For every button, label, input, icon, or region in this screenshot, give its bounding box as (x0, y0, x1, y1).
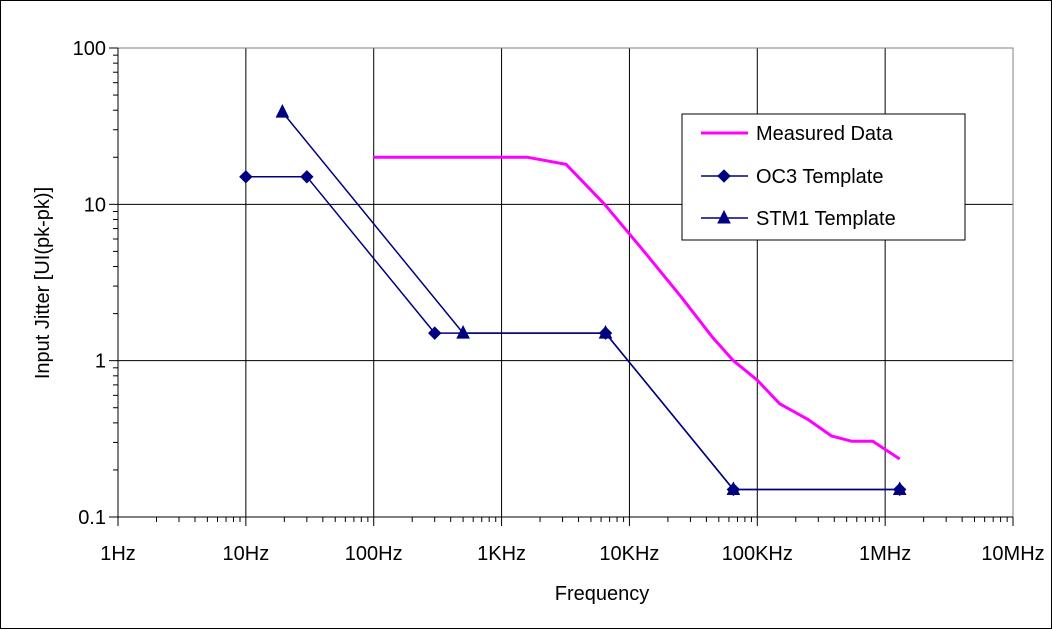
x-tick-label: 10Hz (223, 543, 270, 565)
series (239, 103, 907, 497)
y-tick-label: 10 (84, 194, 106, 216)
legend-label-oc3-template: OC3 Template (756, 166, 883, 188)
y-tick-label: 100 (73, 38, 106, 60)
x-tick-label: 1Hz (100, 543, 136, 565)
data-point-stm1-template (726, 481, 741, 495)
x-axis-title: Frequency (555, 583, 650, 605)
legend-marker-stm1-template (717, 209, 731, 224)
data-point-oc3-template (428, 326, 442, 340)
x-tick-label: 1MHz (859, 543, 911, 565)
data-point-oc3-template (239, 170, 253, 184)
x-tick-label: 10MHz (981, 543, 1044, 565)
data-point-stm1-template (892, 481, 907, 495)
y-tick-label: 1 (95, 351, 106, 373)
legend: Measured Data OC3 Template STM1 Template (681, 113, 966, 241)
y-tick-label: 0.1 (78, 507, 106, 529)
y-axis-title: Input Jitter [UI(pk-pk)] (32, 187, 54, 379)
data-point-stm1-template (598, 325, 613, 339)
axes: 1Hz 10Hz 100Hz 1KHz 10KHz 100KHz 1MHz 10MHz 0.1 1… (73, 38, 1045, 565)
data-point-oc3-template (300, 170, 314, 184)
data-point-stm1-template (275, 103, 290, 118)
legend-label-stm1-template: STM1 Template (756, 208, 896, 230)
x-tick-label: 100Hz (345, 543, 403, 565)
x-tick-label: 1KHz (477, 543, 526, 565)
x-tick-label: 100KHz (722, 543, 793, 565)
x-tick-label: 10KHz (599, 543, 659, 565)
series-line-measured-data (373, 155, 901, 461)
legend-marker-oc3-template (717, 169, 731, 183)
legend-label-measured-data: Measured Data (756, 123, 894, 145)
data-point-stm1-template (456, 325, 470, 339)
